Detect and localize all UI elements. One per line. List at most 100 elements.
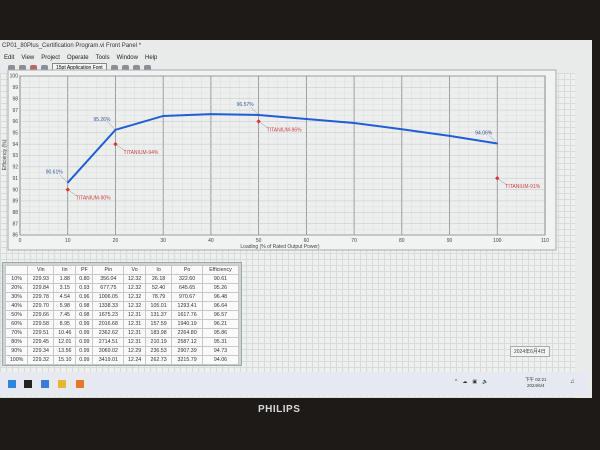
table-cell: 90.61 xyxy=(201,274,240,284)
efficiency-chart: 0 10 20 30 40 50 60 70 80 90 100 110 86 87 88 89 90 91 92 9… xyxy=(2,69,557,251)
column-header xyxy=(4,265,29,275)
table-cell: 2714.51 xyxy=(92,337,125,347)
table-row: 30% 229.78 4.54 0.96 1006.05 12.32 78.79 970.67… xyxy=(4,292,240,302)
annotation-arrow xyxy=(489,135,498,144)
annotation-arrow xyxy=(67,189,78,197)
annotation-arrow xyxy=(59,174,68,183)
run-continuously-icon[interactable] xyxy=(19,64,26,72)
clock[interactable]: 下午 02:21 2024/6/4 xyxy=(525,377,547,389)
table-cell: 13.56 xyxy=(53,346,77,356)
x-axis-label: Loading (% of Rated Output Power) xyxy=(240,244,320,250)
windows-start-icon[interactable] xyxy=(8,380,16,388)
table-cell: 0.99 xyxy=(75,319,94,329)
table-cell: 0.99 xyxy=(75,328,94,338)
volume-icon[interactable]: 🔈 xyxy=(482,379,489,385)
table-cell: 2907.39 xyxy=(171,346,203,356)
y-tick-label: 87 xyxy=(12,221,18,227)
efficiency-label: 90.61% xyxy=(46,170,64,176)
y-tick-label: 86 xyxy=(12,233,18,239)
table-cell: 0.93 xyxy=(75,283,94,293)
run-icon[interactable] xyxy=(8,64,15,72)
menu-view[interactable]: View xyxy=(21,55,35,61)
table-cell: 95.31 xyxy=(201,337,240,347)
notification-bell-icon[interactable]: ♫ xyxy=(570,379,575,385)
file-explorer-icon[interactable] xyxy=(58,380,66,388)
cloud-icon[interactable]: ☁ xyxy=(462,379,468,385)
date-indicator: 2024年6月4日 xyxy=(510,346,550,357)
menu-bar: Edit View Project Operate Tools Window H… xyxy=(0,53,596,63)
titanium-label: TITANIUM-91% xyxy=(505,184,540,190)
table-cell: 12.29 xyxy=(123,346,146,356)
chevron-up-icon[interactable]: ^ xyxy=(455,379,458,385)
table-cell: 131.37 xyxy=(144,310,173,320)
table-cell: 0.99 xyxy=(75,346,94,356)
distribute-icon[interactable] xyxy=(121,64,129,72)
table-cell: 2016.68 xyxy=(92,319,125,329)
table-cell: 229.84 xyxy=(27,283,55,293)
efficiency-point xyxy=(162,115,164,117)
table-cell: 322.60 xyxy=(171,274,203,284)
toolbar: 15pt Application Font xyxy=(0,63,600,73)
table-row: 20% 229.84 3.15 0.93 677.75 12.32 52.40 645.65 9… xyxy=(4,283,240,293)
table-cell: 60% xyxy=(4,319,29,329)
abort-icon[interactable] xyxy=(30,64,37,72)
table-cell: 12.31 xyxy=(123,319,146,329)
y-tick-label: 89 xyxy=(12,199,18,205)
table-cell: 1675.23 xyxy=(92,310,125,320)
table-cell: 4.54 xyxy=(53,292,77,302)
table-row: 60% 229.58 8.95 0.99 2016.68 12.31 157.59 1940.… xyxy=(4,319,240,329)
table-cell: 96.57 xyxy=(201,310,240,320)
table-cell: 80% xyxy=(4,337,29,347)
y-tick-label: 90 xyxy=(12,187,18,193)
table-cell: 229.32 xyxy=(27,355,55,365)
x-tick-label: 80 xyxy=(399,238,405,244)
table-cell: 10.46 xyxy=(53,328,77,338)
reorder-icon[interactable] xyxy=(143,64,151,72)
y-tick-label: 88 xyxy=(12,210,18,216)
table-cell: 1293.41 xyxy=(171,301,203,311)
menu-operate[interactable]: Operate xyxy=(66,55,89,61)
table-cell: 78.79 xyxy=(144,292,173,302)
resize-icon[interactable] xyxy=(132,64,140,72)
table-row: 70% 229.51 10.46 0.99 2362.62 12.31 183.98 2264… xyxy=(4,328,240,338)
table-cell: 50% xyxy=(4,310,29,320)
table-cell: 95.86 xyxy=(201,328,240,338)
menu-tools[interactable]: Tools xyxy=(95,55,110,61)
task-view-icon[interactable] xyxy=(41,380,49,388)
menu-window[interactable]: Window xyxy=(116,55,138,61)
column-header: Vo xyxy=(123,265,146,275)
table-cell: 3.15 xyxy=(53,283,77,293)
table-cell: 262.73 xyxy=(144,355,173,365)
efficiency-label: 94.06% xyxy=(475,130,493,136)
table-cell: 356.04 xyxy=(92,274,125,284)
table-cell: 2587.12 xyxy=(171,337,203,347)
table-cell: 96.64 xyxy=(201,301,240,311)
menu-project[interactable]: Project xyxy=(41,55,60,61)
search-icon[interactable] xyxy=(24,380,32,388)
table-cell: 94.06 xyxy=(201,355,240,365)
table-cell: 30% xyxy=(4,292,29,302)
x-tick-label: 10 xyxy=(65,238,71,244)
table-cell: 0.80 xyxy=(75,274,94,284)
table-cell: 1.88 xyxy=(53,274,77,284)
table-cell: 90% xyxy=(4,346,29,356)
menu-edit[interactable]: Edit xyxy=(4,55,15,61)
x-tick-label: 0 xyxy=(19,238,22,244)
table-cell: 70% xyxy=(4,328,29,338)
clock-date: 2024/6/4 xyxy=(526,383,545,388)
menu-help[interactable]: Help xyxy=(144,55,158,61)
table-cell: 2264.80 xyxy=(171,328,203,338)
x-tick-label: 30 xyxy=(160,238,166,244)
table-cell: 12.32 xyxy=(123,283,146,293)
column-header: Io xyxy=(144,265,173,275)
table-cell: 5.98 xyxy=(53,301,77,311)
table-cell: 1006.05 xyxy=(92,292,125,302)
labview-icon[interactable] xyxy=(76,380,84,388)
annotation-arrow xyxy=(250,106,259,116)
table-cell: 2362.62 xyxy=(92,328,125,338)
network-icon[interactable]: ▣ xyxy=(472,379,478,385)
taskbar: ^ ☁ ▣ 🔈 下午 02:21 2024/6/4 ♫ xyxy=(0,372,588,396)
pause-icon[interactable] xyxy=(41,64,48,72)
y-tick-label: 98 xyxy=(12,96,18,102)
align-icon[interactable] xyxy=(110,64,118,72)
